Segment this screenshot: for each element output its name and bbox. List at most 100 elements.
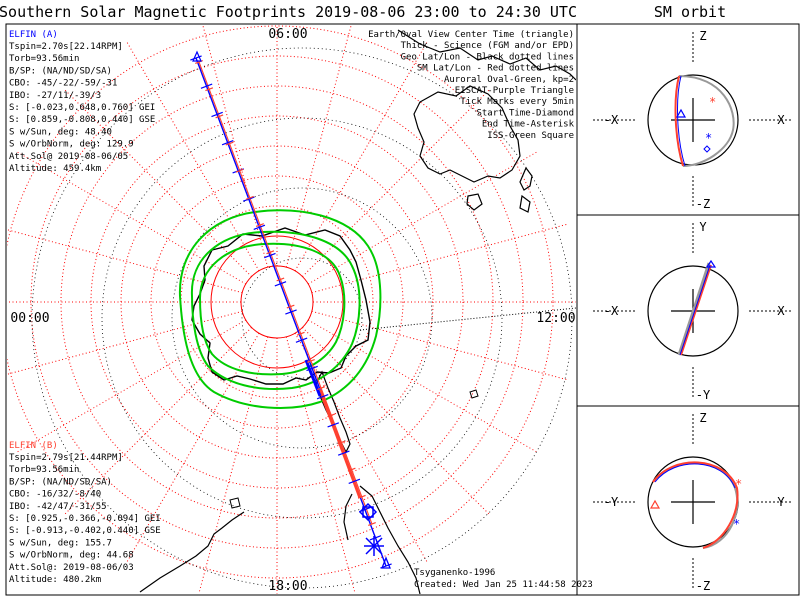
track-tick — [327, 413, 336, 418]
legend-entry: Tick Marks every 5min — [460, 97, 574, 107]
geo-grid — [31, 47, 573, 589]
created-timestamp: Created: Wed Jan 25 11:44:58 2023 — [414, 580, 593, 590]
orbit-panel-y-z: * * Z -Y Y -Z — [593, 411, 793, 593]
probe-info-line: Att.Sol@: 2019-08-06/03 — [9, 563, 134, 573]
track-tick — [215, 114, 224, 119]
legend: Earth/Oval View Center Time (triangle)Th… — [368, 30, 574, 141]
sm-mlt-spoke — [307, 319, 538, 453]
probe-info-line: S: [-0.913,-0.402,0.440] GSE — [9, 526, 161, 536]
track-tick — [306, 365, 318, 372]
probe-info-line: Altitude: 480.2km — [9, 575, 101, 585]
legend-entry: Earth/Oval View Center Time (triangle) — [368, 30, 574, 40]
orbit-axis-label: Y — [699, 220, 707, 234]
probe-info-line: S: [0.925,-0.366,-0.094] GEI — [9, 514, 161, 524]
track-tick — [245, 195, 254, 200]
probe-info-line: Tspin=2.79s[21.44RPM] — [9, 453, 123, 463]
orbit-axis-label: Y — [777, 495, 785, 509]
sm-mlt-spoke — [7, 229, 243, 294]
track-tick — [200, 83, 213, 89]
track-tick — [253, 224, 266, 230]
probe-info-line: B/SP: (NA/ND/SD/SA) — [9, 477, 112, 487]
south-america-coast — [343, 485, 421, 594]
footprint-tracks — [190, 50, 576, 569]
sm-mlt-spoke — [285, 25, 352, 268]
geo-latitude-circle — [101, 117, 503, 519]
track-tick — [369, 535, 382, 541]
orbit-trace-b — [680, 264, 712, 356]
probe-a-tick-marks — [190, 55, 392, 569]
sm-mlt-spoke — [307, 151, 538, 285]
polar-map — [7, 25, 576, 594]
probe-info-line: Torb=93.56min — [9, 465, 79, 475]
orbit-axis-label: -X — [604, 113, 619, 127]
orbit-axis-label: -Y — [696, 388, 711, 402]
australia-coast — [413, 85, 521, 183]
svg-text:*: * — [735, 477, 742, 491]
track-tick — [295, 337, 308, 343]
track-tick — [276, 277, 285, 282]
track-tick — [256, 223, 265, 228]
sm-mlt-spoke — [302, 89, 490, 277]
sm-mlt-spoke — [311, 310, 567, 381]
mlt-label-left: 00:00 — [10, 311, 49, 326]
orbit-trace-back — [652, 462, 739, 549]
track-tick — [274, 281, 287, 287]
orbit-trace-b — [652, 461, 739, 549]
geo-latitude-circle — [31, 47, 573, 589]
auroral-oval-middle — [190, 230, 361, 390]
probe-info-line: B/SP: (NA/ND/SD/SA) — [9, 66, 112, 76]
track-tick — [211, 111, 223, 118]
track-tick — [242, 196, 255, 202]
model-credit: Tsyganenko-1996 — [414, 568, 495, 578]
island-coast — [229, 389, 479, 509]
orbit-axis-label: -Z — [696, 197, 710, 211]
legend-entry: End Time-Asterisk — [482, 120, 575, 130]
orbit-trace-back — [678, 75, 735, 167]
legend-entry: Start Time-Diamond — [476, 108, 574, 118]
orbit-trace-a — [654, 463, 736, 489]
orbit-panel-x-z: * * Z -X X -Z — [593, 29, 793, 211]
probe-a-info: ELFIN (A) Tspin=2.70s[22.14RPM] Torb=93.5… — [9, 30, 155, 174]
probe-info-line: CBO: -45/-22/-59/-31 — [9, 79, 117, 89]
probe-info-line: IBO: -27/11/-39/3 — [9, 91, 101, 101]
sm-latitude-circle — [240, 265, 314, 339]
probe-a-start-square — [362, 506, 374, 518]
legend-entry: Auroral Oval-Green, kp=2 — [444, 75, 574, 85]
orbit-axis-label: Z — [699, 29, 706, 43]
probe-info-line: S w/Sun, deg: 155.7 — [9, 538, 112, 548]
legend-entry: Thick - Science (FGM and/or EPD) — [401, 41, 574, 51]
track-tick — [296, 331, 305, 336]
orbit-axis-label: -Z — [696, 579, 710, 593]
track-tick — [357, 494, 366, 499]
sm-grid — [7, 25, 576, 594]
legend-entry: EISCAT-Purple Triangle — [455, 86, 574, 96]
coastlines — [139, 29, 576, 594]
mlt-label-top: 06:00 — [268, 27, 307, 42]
legend-entry: SM Lat/Lon - Red dotted lines — [417, 64, 574, 74]
track-tick — [316, 394, 329, 400]
track-tick — [266, 250, 275, 255]
figure-title: Southern Solar Magnetic Footprints 2019-… — [0, 3, 577, 21]
track-tick — [348, 478, 361, 484]
sm-mlt-spoke — [16, 319, 247, 453]
orbit-axis-label: X — [777, 113, 785, 127]
sm-latitude-circle — [60, 85, 494, 519]
new-zealand-coast — [519, 166, 533, 213]
orbit-axis-label: Z — [699, 411, 706, 425]
mlt-label-bottom: 18:00 — [268, 579, 307, 594]
mlt-label-right: 12:00 — [536, 311, 575, 326]
track-tick — [337, 440, 346, 445]
legend-entry: Geo Lat/Lon - Black dotted lines — [401, 52, 574, 62]
orbit-panel-x-y: Y -X X -Y — [593, 220, 793, 402]
probe-info-line: CBO: -16/32/-8/40 — [9, 490, 101, 500]
probe-b-science-segment — [318, 389, 362, 499]
track-tick — [337, 450, 350, 456]
auroral-oval-inner — [198, 242, 346, 376]
track-tick — [264, 252, 276, 259]
svg-text:*: * — [733, 517, 740, 531]
svg-text:*: * — [705, 131, 712, 145]
probe-info-line: S w/OrbNorm, deg: 44.68 — [9, 551, 134, 561]
track-tick — [285, 309, 297, 315]
probe-info-line: S w/OrbNorm, deg: 129.9 — [9, 140, 134, 150]
orbit-view-triangle — [649, 499, 661, 509]
